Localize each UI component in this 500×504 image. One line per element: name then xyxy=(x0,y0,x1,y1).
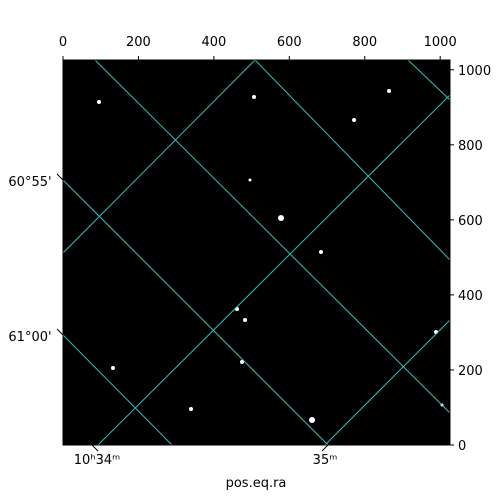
y-tick-label: 1000 xyxy=(458,64,491,79)
x-axis-label: pos.eq.ra xyxy=(226,476,287,491)
y-tick-label: 600 xyxy=(458,214,483,229)
x-tick-label: 0 xyxy=(59,35,67,50)
x-tick-label: 600 xyxy=(277,35,302,50)
dec-tick-label: 60°55' xyxy=(8,175,51,190)
y-tick-label: 200 xyxy=(458,364,483,379)
x-tick-label: 200 xyxy=(126,35,151,50)
y-tick-label: 0 xyxy=(458,439,466,454)
x-tick-label: 800 xyxy=(352,35,377,50)
dec-tick-label: 61°00' xyxy=(8,330,51,345)
wcs-ticks xyxy=(56,173,329,452)
ra-tick-label: 35ᵐ xyxy=(313,453,338,468)
axes-frame xyxy=(62,59,451,446)
x-tick-label: 400 xyxy=(201,35,226,50)
y-tick-label: 400 xyxy=(458,289,483,304)
y-tick-label: 800 xyxy=(458,139,483,154)
coordinate-grid xyxy=(63,60,450,445)
sky-image xyxy=(63,60,450,445)
ra-tick-label: 10ʰ34ᵐ xyxy=(74,453,120,468)
x-tick-label: 1000 xyxy=(424,35,457,50)
